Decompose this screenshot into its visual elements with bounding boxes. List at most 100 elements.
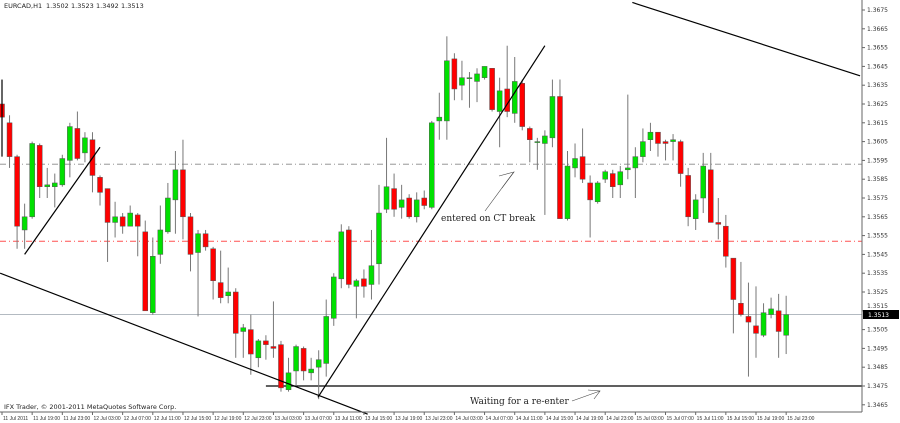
- candle: [406, 194, 412, 219]
- trendlines: [0, 1, 861, 415]
- bull-candle-body: [150, 256, 156, 313]
- price-tick-label: 1.3575: [867, 195, 888, 202]
- bear-candle-body: [142, 231, 149, 312]
- annotation-waiting[interactable]: Waiting for a re-enter: [470, 389, 601, 407]
- candle: [36, 143, 43, 198]
- symbol-label: EURCAD,H1: [4, 2, 42, 10]
- time-tick-label: 13 Jul 23:00: [425, 416, 452, 422]
- candle: [527, 126, 533, 163]
- bear-candle-body: [557, 96, 563, 219]
- arrowhead-icon: [498, 171, 515, 189]
- price-tick-label: 1.3595: [867, 157, 888, 164]
- bull-candle-body: [44, 184, 50, 187]
- bull-candle-body: [632, 156, 639, 169]
- price-tick-label: 1.3485: [867, 364, 888, 371]
- candle: [753, 286, 759, 358]
- bear-candle-body: [263, 340, 269, 345]
- bear-candle-body: [187, 216, 194, 255]
- bear-candle-body: [527, 128, 533, 140]
- trendline: [632, 1, 861, 77]
- bull-candle-body: [429, 122, 435, 208]
- candle: [775, 293, 782, 358]
- bull-candle-body: [398, 199, 405, 208]
- candle: [572, 143, 578, 178]
- candle: [6, 115, 13, 168]
- current-price-tag: 1.3513: [863, 310, 899, 319]
- price-tick-label: 1.3525: [867, 289, 888, 296]
- price-tick-label: 1.3535: [867, 270, 888, 277]
- annotation-entered[interactable]: entered on CT break: [441, 171, 536, 224]
- candle: [14, 154, 20, 249]
- bull-candle-body: [59, 158, 66, 186]
- bull-candle-body: [481, 66, 488, 78]
- bull-candle-body: [67, 126, 73, 161]
- bull-candle-body: [240, 327, 247, 332]
- candle: [534, 137, 541, 170]
- bear-candle-body: [753, 325, 759, 334]
- time-tick-label: 14 Jul 07:00: [486, 416, 513, 422]
- bear-candle-body: [6, 122, 13, 157]
- bear-candle-body: [361, 278, 367, 287]
- bull-candle-body: [338, 231, 345, 280]
- bear-candle-body: [278, 344, 284, 389]
- price-tick-label: 1.3585: [867, 176, 888, 183]
- bear-candle-body: [232, 291, 239, 334]
- candle: [217, 250, 224, 304]
- candle: [715, 198, 722, 240]
- bear-candle-body: [180, 169, 186, 218]
- candle: [300, 346, 307, 381]
- bear-candle-body: [134, 214, 141, 227]
- bull-candle-body: [564, 165, 571, 219]
- candle: [255, 339, 262, 368]
- candle: [195, 229, 201, 317]
- time-axis[interactable]: 11 Jul 2011 11 Jul 19:00 11 Jul 23:00 12 Ju…: [1, 412, 815, 422]
- bull-candle-body: [549, 96, 556, 139]
- bear-candle-body: [421, 197, 427, 206]
- price-axis[interactable]: 1.3675 1.3665 1.3655 1.3645 1.3635 1.3625 1.36…: [862, 7, 888, 409]
- bull-candle-body: [82, 137, 88, 154]
- bull-candle-body: [572, 158, 578, 169]
- price-tick-label: 1.3555: [867, 233, 888, 240]
- bull-candle-body: [112, 216, 118, 223]
- bear-candle-body: [775, 310, 782, 332]
- price-tick-label: 1.3515: [867, 303, 888, 310]
- bear-candle-body: [745, 316, 752, 323]
- bear-candle-body: [655, 131, 661, 144]
- candle: [760, 303, 767, 338]
- candle: [346, 226, 352, 289]
- price-tick-label: 1.3635: [867, 82, 888, 89]
- candle: [640, 128, 646, 163]
- bull-candle-body: [647, 131, 654, 140]
- candle: [594, 181, 601, 204]
- bull-candle-body: [594, 182, 601, 203]
- candle: [225, 267, 231, 304]
- candle: [165, 182, 171, 234]
- bull-candle-body: [700, 165, 706, 199]
- candle: [308, 357, 314, 381]
- bear-candle-body: [609, 173, 616, 187]
- candle: [157, 205, 164, 264]
- high-value: 1.3523: [71, 2, 94, 10]
- candle: [511, 57, 518, 123]
- bull-candle-body: [542, 135, 548, 144]
- bull-candle-body: [225, 291, 231, 297]
- close-value: 1.3513: [121, 2, 144, 10]
- candle: [97, 175, 103, 206]
- bear-candle-body: [730, 257, 737, 300]
- candle: [481, 66, 488, 80]
- bull-candle-body: [195, 233, 201, 253]
- candle: [52, 173, 58, 208]
- candle: [376, 184, 382, 285]
- bear-candle-body: [579, 156, 586, 180]
- bear-candle-body: [300, 348, 307, 372]
- bear-candle-body: [519, 83, 526, 127]
- time-tick-label: 15 Jul 15:00: [727, 416, 754, 422]
- bear-candle-body: [74, 128, 81, 159]
- candle: [723, 214, 729, 268]
- current-price-label: 1.3513: [868, 312, 889, 319]
- candle: [632, 147, 639, 198]
- trendline: [317, 45, 546, 398]
- bull-candle-body: [466, 77, 473, 79]
- bull-candle-body: [625, 167, 631, 171]
